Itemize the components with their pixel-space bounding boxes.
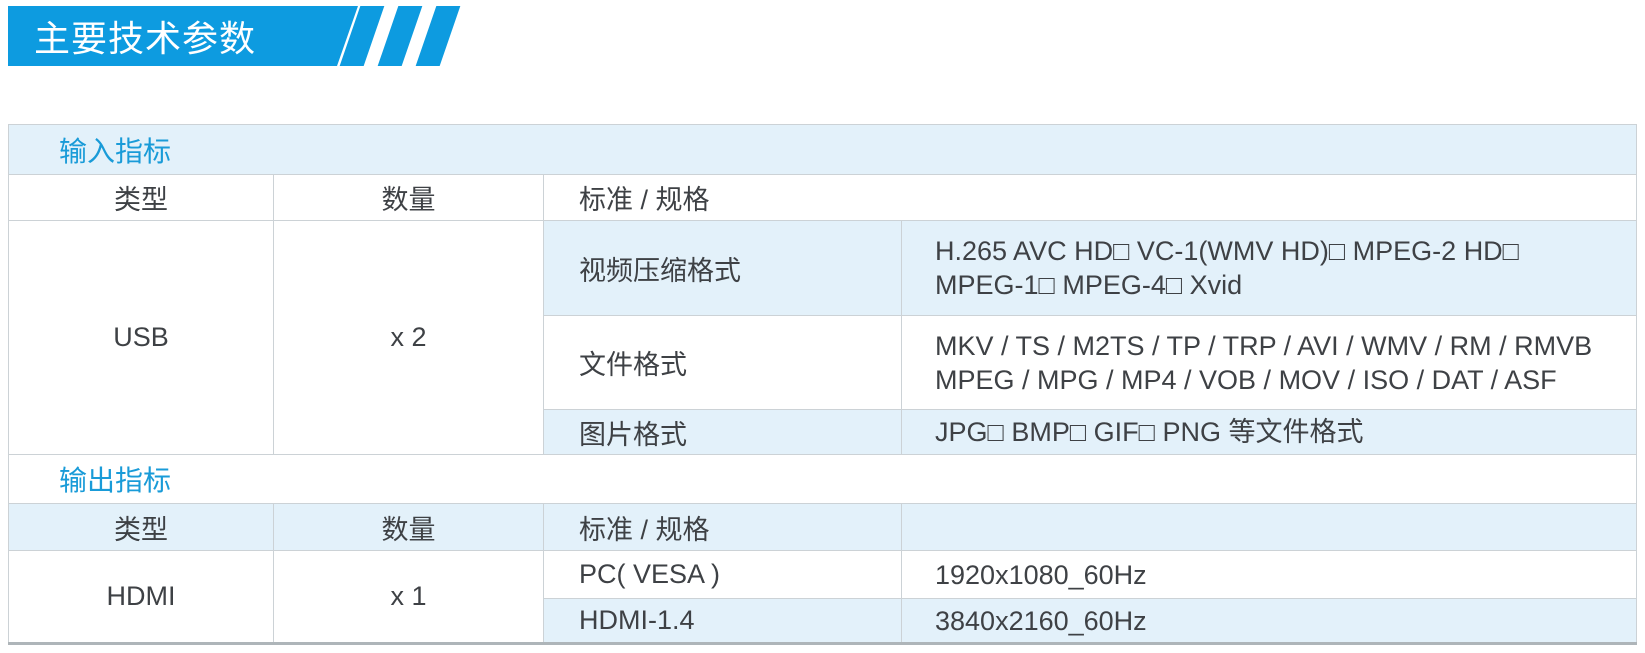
page-title: 主要技术参数: [34, 18, 257, 59]
input-columns-header-row: 类型 数量 标准 / 规格: [8, 174, 1637, 221]
spec-value-file-format: MKV / TS / M2TS / TP / TRP / AVI / WMV /…: [901, 315, 1637, 410]
spec-value-line: H.265 AVC HD□ VC-1(WMV HD)□ MPEG-2 HD□: [935, 236, 1519, 266]
spec-value-video-compression: H.265 AVC HD□ VC-1(WMV HD)□ MPEG-2 HD□ M…: [901, 220, 1637, 316]
col-header-spec: 标准 / 规格: [543, 174, 1637, 221]
output-qty-cell: x 1: [273, 550, 544, 644]
col-header-type: 类型: [8, 174, 274, 221]
output-columns-header-row: 类型 数量 标准 / 规格: [8, 503, 1637, 551]
input-type-cell: USB: [8, 220, 274, 455]
spec-value-line: JPG□ BMP□ GIF□ PNG 等文件格式: [935, 417, 1364, 447]
spec-label-picture-format: 图片格式: [543, 409, 902, 455]
spec-label-hdmi14: HDMI-1.4: [543, 598, 902, 644]
spec-value-pc-vesa: 1920x1080_60Hz: [901, 550, 1637, 599]
spec-table: 输入指标 类型 数量 标准 / 规格 USB x 2 视频压缩格式 H.265 …: [8, 124, 1637, 645]
spec-label-video-compression: 视频压缩格式: [543, 220, 902, 316]
spec-value-line: MKV / TS / M2TS / TP / TRP / AVI / WMV /…: [935, 330, 1593, 361]
input-section-title: 输入指标: [8, 124, 1637, 175]
col-header-qty: 数量: [273, 503, 544, 551]
table-row-hdmi14: HDMI-1.4 3840x2160_60Hz: [9, 598, 1637, 644]
col-header-qty: 数量: [273, 174, 544, 221]
spec-value-picture-format: JPG□ BMP□ GIF□ PNG 等文件格式: [901, 409, 1637, 455]
table-row-video-format: USB x 2 视频压缩格式 H.265 AVC HD□ VC-1(WMV HD…: [8, 220, 1637, 455]
spec-label-file-format: 文件格式: [543, 315, 902, 410]
banner-slash-decoration: [415, 6, 461, 66]
col-header-empty: [901, 503, 1637, 551]
output-type-cell: HDMI: [8, 550, 274, 644]
output-section-header-row: 输出指标: [8, 454, 1637, 504]
spec-value-hdmi14: 3840x2160_60Hz: [901, 598, 1637, 644]
spec-value-line: MPEG / MPG / MP4 / VOB / MOV / ISO / DAT…: [935, 364, 1557, 395]
col-header-spec: 标准 / 规格: [543, 503, 902, 551]
spec-value-line: 3840x2160_60Hz: [935, 605, 1147, 636]
input-qty-cell: x 2: [273, 220, 544, 455]
spec-value-line: 1920x1080_60Hz: [935, 559, 1147, 590]
spec-label-pc-vesa: PC( VESA ): [543, 550, 902, 599]
spec-value-line: MPEG-1□ MPEG-4□ Xvid: [935, 270, 1243, 300]
table-row-pc-vesa: HDMI x 1 PC( VESA ) 1920x1080_60Hz: [8, 550, 1637, 644]
banner-slash-decoration: [377, 6, 423, 66]
section-title-banner: 主要技术参数: [8, 6, 358, 66]
table-row-file-format: 文件格式 MKV / TS / M2TS / TP / TRP / AVI / …: [9, 315, 1637, 410]
output-section-title: 输出指标: [8, 454, 1637, 504]
input-section-header-row: 输入指标: [8, 124, 1637, 175]
col-header-type: 类型: [8, 503, 274, 551]
